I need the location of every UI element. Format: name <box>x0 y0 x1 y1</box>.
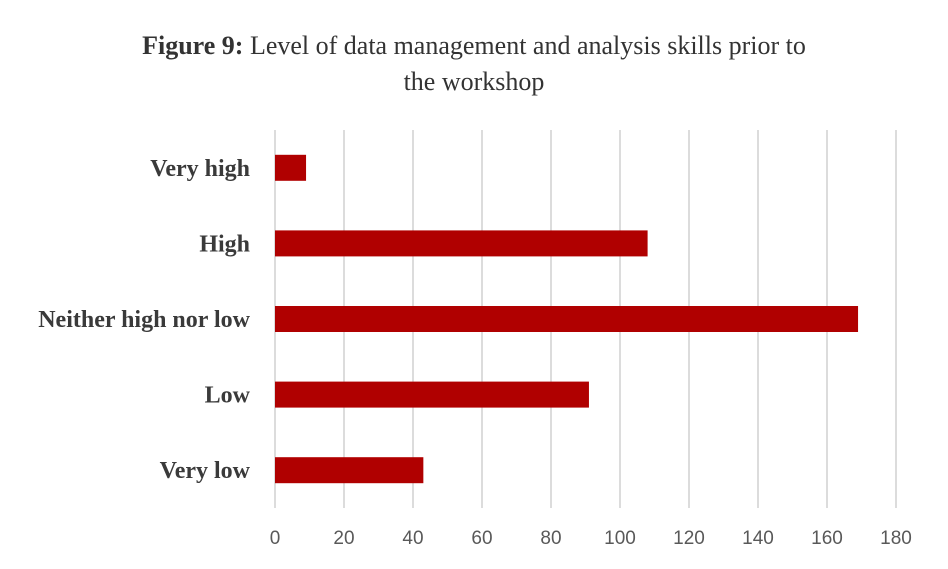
bar-high <box>275 230 648 257</box>
category-labels: Very high High Neither high nor low Low Very… <box>38 156 250 484</box>
x-tick-label: 160 <box>811 528 843 549</box>
x-tick-label: 180 <box>880 528 912 549</box>
x-tick-label: 20 <box>333 528 354 549</box>
chart-title-text: Level of data management and analysis sk… <box>249 31 806 60</box>
bar-low <box>275 381 589 408</box>
chart-title: Figure 9: Level of data management and a… <box>0 28 948 100</box>
bar-very-low <box>275 457 424 484</box>
category-label-very-low: Very low <box>160 458 251 484</box>
x-tick-label: 100 <box>604 528 636 549</box>
category-label-very-high: Very high <box>150 156 250 182</box>
figure-number: Figure 9: <box>142 31 244 60</box>
x-tick-label: 40 <box>402 528 423 549</box>
category-label-low: Low <box>205 383 251 409</box>
category-label-high: High <box>199 231 250 257</box>
x-tick-label: 140 <box>742 528 774 549</box>
chart-title-line-2: the workshop <box>403 67 545 96</box>
x-tick-label: 120 <box>673 528 705 549</box>
category-label-neither-high-nor-low: Neither high nor low <box>38 307 250 333</box>
bar-very-high <box>275 154 307 181</box>
chart-title-line-1: Figure 9: Level of data management and a… <box>0 28 948 64</box>
bars <box>275 154 859 484</box>
bar-neither-high-nor-low <box>275 306 859 332</box>
x-tick-labels: 0 20 40 60 80 100 120 140 160 180 <box>270 528 912 549</box>
x-tick-label: 80 <box>540 528 561 549</box>
x-tick-label: 60 <box>471 528 492 549</box>
x-tick-label: 0 <box>270 528 281 549</box>
